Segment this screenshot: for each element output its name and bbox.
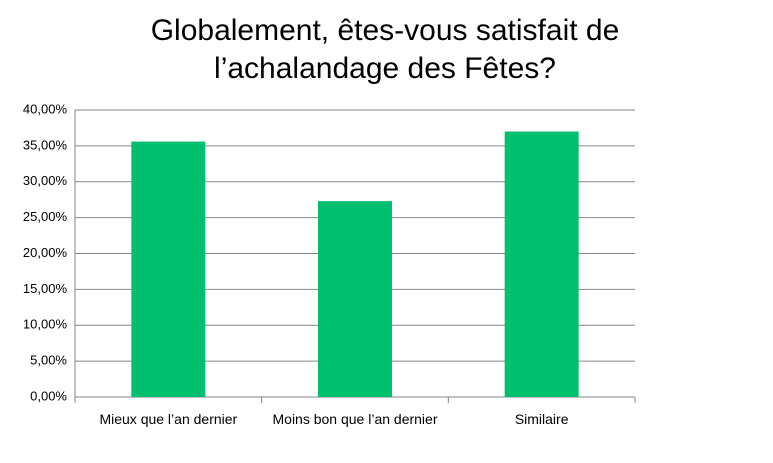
x-tick-label: Similaire — [514, 411, 569, 427]
bar — [318, 201, 392, 397]
y-tick-label: 40,00% — [23, 101, 68, 116]
bar — [504, 131, 579, 397]
x-tick-label: Moins bon que l’an dernier — [272, 411, 438, 427]
y-tick-label: 30,00% — [23, 173, 68, 188]
y-tick-label: 20,00% — [23, 245, 68, 260]
bar — [131, 141, 206, 397]
y-tick-label: 35,00% — [23, 137, 68, 152]
y-tick-label: 10,00% — [23, 317, 68, 332]
y-tick-label: 25,00% — [23, 209, 68, 224]
x-tick-label: Mieux que l’an dernier — [99, 411, 238, 427]
chart-title: Globalement, êtes-vous satisfait de l’ac… — [150, 14, 620, 85]
y-tick-label: 5,00% — [30, 353, 67, 368]
y-tick-label: 15,00% — [23, 281, 68, 296]
y-tick-label: 0,00% — [30, 388, 67, 403]
